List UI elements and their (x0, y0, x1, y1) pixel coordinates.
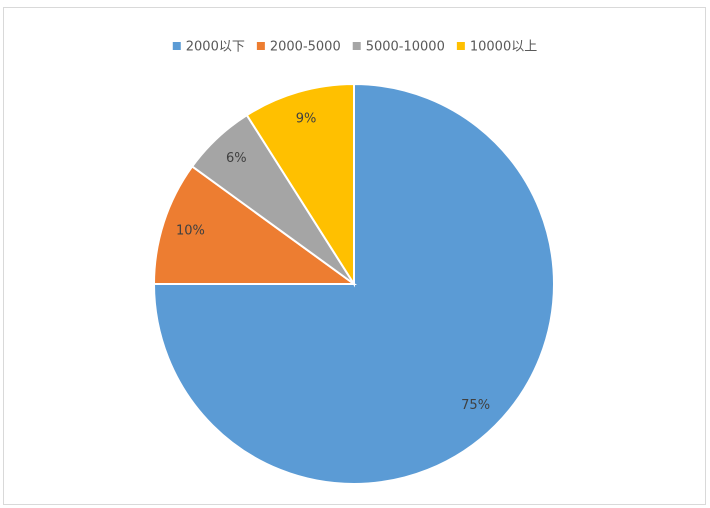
legend-label: 2000以下 (186, 40, 245, 55)
pie-slice (245, 82, 355, 288)
legend: 2000以下 2000-5000 5000-10000 10000以上 (172, 40, 537, 55)
pie-slice (152, 82, 555, 485)
legend-label: 10000以上 (470, 40, 537, 55)
legend-swatch (172, 42, 181, 50)
pie: 75% 10% 6% 9% (152, 82, 555, 485)
data-label: 75% (461, 398, 490, 413)
data-label: 10% (176, 223, 205, 238)
legend-swatch (352, 42, 361, 50)
data-label: 6% (226, 151, 247, 166)
legend-label: 2000-5000 (270, 40, 341, 55)
data-label: 9% (296, 111, 317, 126)
legend-swatch (256, 42, 265, 50)
legend-swatch (456, 42, 465, 50)
pie-slice (152, 165, 358, 285)
legend-label: 5000-10000 (366, 40, 445, 55)
